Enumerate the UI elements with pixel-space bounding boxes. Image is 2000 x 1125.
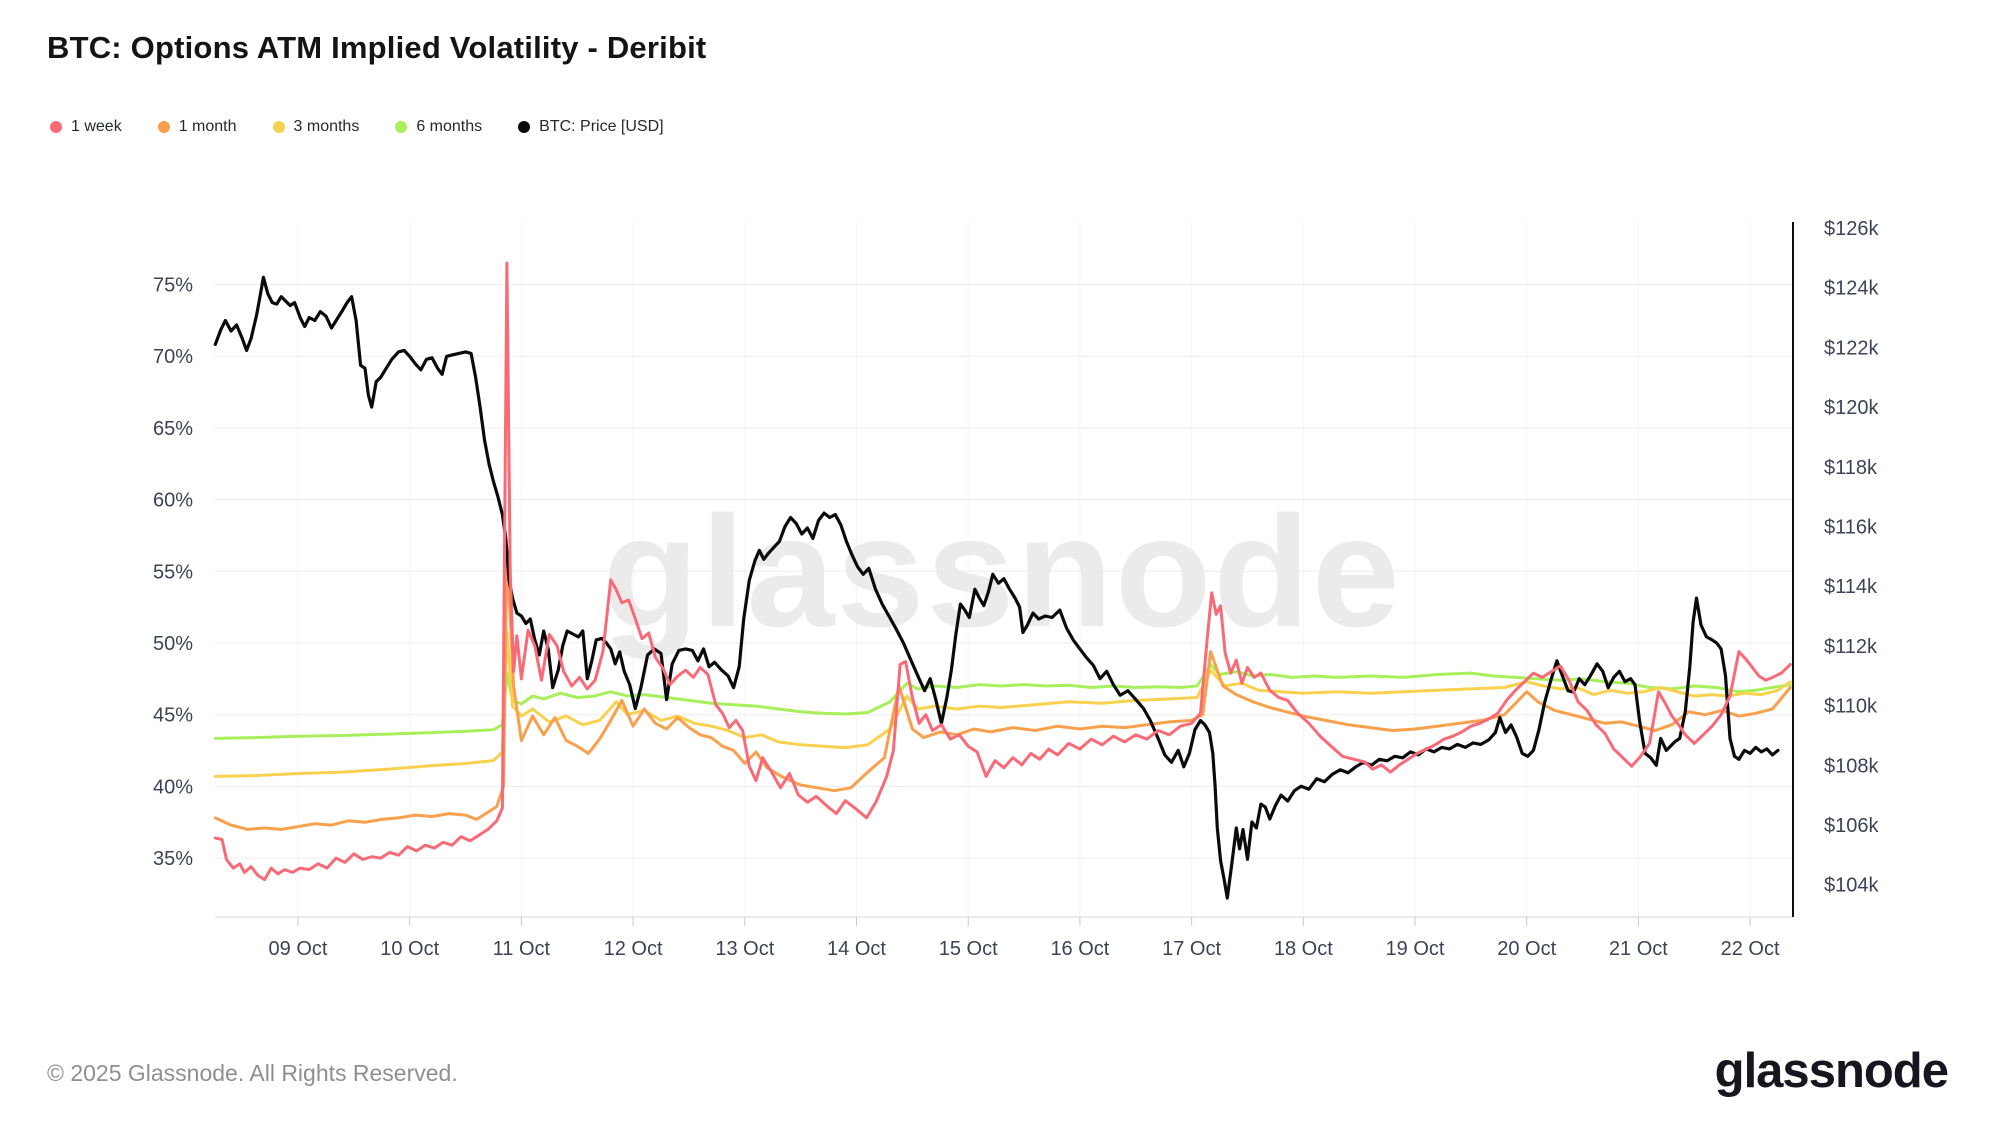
- legend-item-1-week[interactable]: 1 week: [50, 118, 122, 136]
- x-tick-label: 21 Oct: [1609, 938, 1668, 960]
- legend-item-3-months[interactable]: 3 months: [272, 118, 360, 136]
- series-1-month[interactable]: [213, 548, 1792, 831]
- y-right-tick-label: $120k: [1824, 397, 1879, 419]
- y-right-tick-label: $110k: [1824, 696, 1878, 718]
- x-tick-label: 10 Oct: [380, 938, 439, 960]
- x-tick-label: 19 Oct: [1386, 938, 1445, 960]
- y-right-tick-label: $124k: [1824, 278, 1879, 300]
- legend-label: 1 month: [178, 118, 237, 135]
- y-right-tick-label: $114k: [1824, 576, 1878, 598]
- series-btc-price-usd-[interactable]: [213, 275, 1780, 900]
- legend-dot-icon: [518, 121, 531, 133]
- page-title: BTC: Options ATM Implied Volatility - De…: [47, 30, 707, 65]
- y-left-tick-label: 60%: [153, 490, 193, 512]
- legend-item-1-month[interactable]: 1 month: [157, 118, 237, 136]
- y-left-tick-label: 45%: [153, 705, 193, 727]
- y-right-tick-label: $106k: [1824, 815, 1879, 837]
- y-right-tick-label: $126k: [1824, 218, 1879, 240]
- legend-dot-icon: [157, 121, 170, 133]
- y-left-tick-label: 35%: [153, 848, 193, 870]
- legend-label: 6 months: [416, 118, 483, 135]
- x-tick-label: 20 Oct: [1497, 938, 1556, 960]
- y-left-tick-label: 75%: [153, 275, 193, 297]
- x-tick-label: 12 Oct: [604, 938, 663, 960]
- x-tick-label: 18 Oct: [1274, 938, 1333, 960]
- x-tick-label: 22 Oct: [1721, 938, 1780, 960]
- x-tick-label: 11 Oct: [493, 938, 551, 960]
- series-6-months[interactable]: [213, 663, 1792, 740]
- legend-dot-icon: [395, 121, 408, 133]
- legend-dot-icon: [50, 121, 62, 133]
- glassnode-watermark: glassnode: [602, 484, 1401, 660]
- y-right-tick-label: $108k: [1824, 755, 1879, 777]
- x-tick-label: 15 Oct: [939, 938, 998, 960]
- x-tick-label: 09 Oct: [269, 938, 328, 960]
- y-left-tick-label: 70%: [153, 346, 193, 368]
- y-right-tick-label: $104k: [1824, 875, 1879, 897]
- glassnode-wordmark: glassnode: [1714, 1044, 1949, 1098]
- legend-label: 3 months: [293, 118, 360, 135]
- x-tick-label: 13 Oct: [715, 938, 774, 960]
- series-3-months[interactable]: [213, 630, 1792, 778]
- series-1-week[interactable]: [213, 261, 1792, 882]
- legend: 1 week 1 month 3 months 6 months BTC: Price …: [50, 118, 664, 136]
- y-right-tick-label: $122k: [1824, 337, 1879, 359]
- legend-label: BTC: Price [USD]: [539, 118, 664, 135]
- y-right-tick-label: $118k: [1824, 457, 1878, 479]
- y-left-tick-label: 55%: [153, 561, 193, 583]
- x-tick-label: 17 Oct: [1162, 938, 1221, 960]
- legend-label: 1 week: [71, 118, 122, 135]
- x-tick-label: 16 Oct: [1050, 938, 1109, 960]
- copyright-text: © 2025 Glassnode. All Rights Reserved.: [47, 1060, 458, 1086]
- legend-item-btc-price-usd-[interactable]: BTC: Price [USD]: [518, 118, 664, 136]
- y-left-tick-label: 40%: [153, 776, 193, 798]
- legend-item-6-months[interactable]: 6 months: [395, 118, 482, 136]
- y-left-tick-label: 50%: [153, 633, 193, 655]
- legend-dot-icon: [272, 121, 285, 133]
- y-right-tick-label: $116k: [1824, 517, 1878, 539]
- y-left-tick-label: 65%: [153, 418, 193, 440]
- y-right-tick-label: $112k: [1824, 636, 1878, 658]
- x-tick-label: 14 Oct: [827, 938, 886, 960]
